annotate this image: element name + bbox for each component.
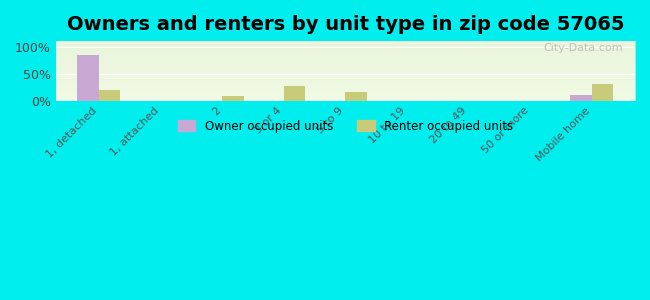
Bar xyxy=(345,92,367,101)
Bar xyxy=(570,95,592,100)
Bar xyxy=(222,96,244,100)
Title: Owners and renters by unit type in zip code 57065: Owners and renters by unit type in zip c… xyxy=(66,15,624,34)
Bar xyxy=(77,55,99,100)
Bar xyxy=(99,90,120,101)
Legend: Owner occupied units, Renter occupied units: Owner occupied units, Renter occupied un… xyxy=(173,115,518,137)
Text: City-Data.com: City-Data.com xyxy=(544,43,623,53)
Bar xyxy=(284,86,306,100)
Bar xyxy=(592,84,614,101)
